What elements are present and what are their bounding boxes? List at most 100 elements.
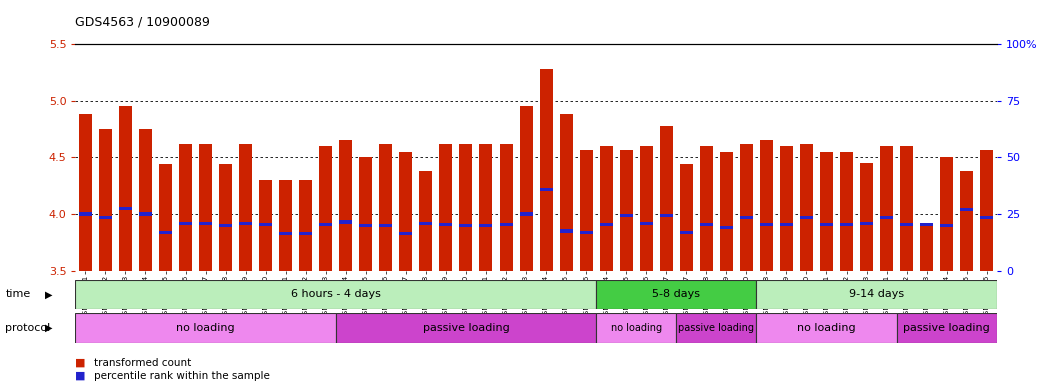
Bar <box>660 214 673 217</box>
Bar <box>720 226 733 229</box>
Bar <box>596 280 756 309</box>
Bar <box>900 223 913 226</box>
Bar <box>499 144 513 271</box>
Text: passive loading: passive loading <box>678 323 754 333</box>
Bar <box>179 144 192 271</box>
Bar <box>920 225 933 271</box>
Bar <box>820 223 833 226</box>
Bar <box>580 231 593 234</box>
Bar <box>399 152 413 271</box>
Bar <box>319 223 332 226</box>
Bar <box>219 224 232 227</box>
Bar <box>860 163 873 271</box>
Bar <box>539 187 553 191</box>
Bar <box>680 164 693 271</box>
Bar <box>420 171 432 271</box>
Bar <box>660 126 673 271</box>
Bar <box>980 216 994 219</box>
Bar <box>280 180 292 271</box>
Bar <box>399 232 413 235</box>
Bar <box>596 313 676 343</box>
Bar <box>379 224 393 227</box>
Text: passive loading: passive loading <box>904 323 990 333</box>
Bar <box>600 223 612 226</box>
Bar <box>119 207 132 210</box>
Bar <box>820 152 833 271</box>
Text: GDS4563 / 10900089: GDS4563 / 10900089 <box>75 15 210 28</box>
Bar <box>260 180 272 271</box>
Bar <box>881 216 893 219</box>
Bar <box>98 216 112 219</box>
Bar <box>620 214 632 217</box>
Text: transformed count: transformed count <box>94 358 192 368</box>
Bar <box>559 230 573 233</box>
Bar <box>580 149 593 271</box>
Bar <box>620 149 632 271</box>
Text: no loading: no loading <box>176 323 235 333</box>
Bar <box>299 232 312 235</box>
Text: no loading: no loading <box>610 323 662 333</box>
Bar <box>460 224 472 227</box>
Bar <box>75 313 336 343</box>
Bar <box>139 129 152 271</box>
Bar <box>119 106 132 271</box>
Text: passive loading: passive loading <box>423 323 509 333</box>
Bar <box>680 231 693 234</box>
Bar <box>740 144 753 271</box>
Bar <box>420 222 432 225</box>
Bar <box>720 152 733 271</box>
Bar <box>139 212 152 216</box>
Bar <box>740 216 753 219</box>
Bar <box>800 216 812 219</box>
Bar <box>900 146 913 271</box>
Bar <box>940 157 953 271</box>
Bar <box>860 222 873 225</box>
Bar <box>780 223 793 226</box>
Bar <box>960 208 974 211</box>
Text: ▶: ▶ <box>45 323 52 333</box>
Bar <box>519 212 533 216</box>
Bar <box>760 141 773 271</box>
Bar <box>881 146 893 271</box>
Bar <box>960 171 974 271</box>
Bar <box>440 144 452 271</box>
Bar <box>75 280 596 309</box>
Bar <box>600 146 612 271</box>
Bar <box>359 224 373 227</box>
Bar <box>896 313 997 343</box>
Bar <box>920 223 933 226</box>
Bar <box>519 106 533 271</box>
Bar <box>219 164 232 271</box>
Text: protocol: protocol <box>5 323 50 333</box>
Text: 6 hours - 4 days: 6 hours - 4 days <box>291 289 381 300</box>
Bar <box>159 164 172 271</box>
Bar <box>760 223 773 226</box>
Bar <box>379 144 393 271</box>
Bar <box>559 114 573 271</box>
Bar <box>699 146 713 271</box>
Text: 5-8 days: 5-8 days <box>652 289 700 300</box>
Bar <box>359 157 373 271</box>
Bar <box>699 223 713 226</box>
Bar <box>239 144 252 271</box>
Bar <box>840 152 853 271</box>
Bar <box>98 129 112 271</box>
Bar <box>260 223 272 226</box>
Bar <box>339 220 352 223</box>
Text: time: time <box>5 289 30 300</box>
Bar <box>480 224 492 227</box>
Bar <box>79 212 92 216</box>
Bar <box>640 146 652 271</box>
Text: percentile rank within the sample: percentile rank within the sample <box>94 371 270 381</box>
Bar <box>460 144 472 271</box>
Bar <box>336 313 596 343</box>
Bar <box>756 280 997 309</box>
Bar <box>199 222 213 225</box>
Text: ■: ■ <box>75 371 86 381</box>
Text: ■: ■ <box>75 358 86 368</box>
Bar <box>539 69 553 271</box>
Text: 9-14 days: 9-14 days <box>849 289 905 300</box>
Bar <box>800 144 812 271</box>
Bar <box>640 222 652 225</box>
Bar <box>299 180 312 271</box>
